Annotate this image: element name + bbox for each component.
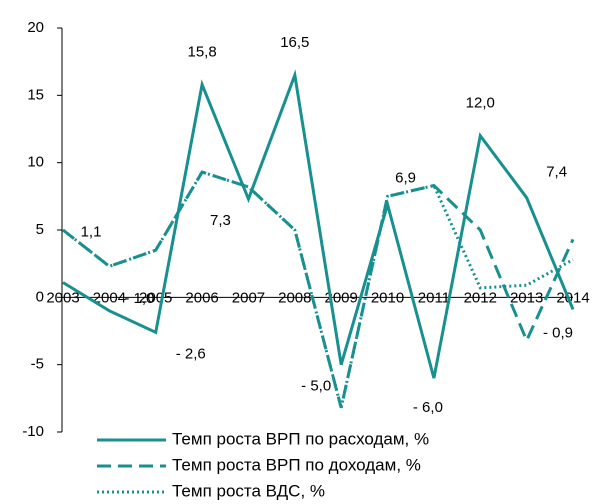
x-tick-label: 2006 (185, 289, 218, 306)
legend-label: Темп роста ВРП по доходам, % (172, 455, 421, 474)
data-label: - 0,9 (543, 324, 573, 341)
data-label: - 5,0 (301, 378, 331, 395)
data-label: 12,0 (466, 95, 495, 112)
data-label: - 6,0 (413, 399, 443, 416)
y-tick-label: -10 (22, 423, 44, 440)
series-line (62, 170, 575, 409)
data-label: 1,1 (81, 223, 102, 240)
x-tick-label: 2009 (324, 289, 357, 306)
x-tick-label: 2007 (232, 289, 265, 306)
y-tick-label: 5 (36, 221, 44, 238)
x-tick-label: 2010 (371, 289, 404, 306)
x-tick-label: 2003 (46, 289, 79, 306)
data-label: 7,3 (210, 212, 231, 229)
x-tick-label: 2011 (418, 289, 450, 306)
x-tick-label: 2014 (556, 289, 589, 306)
y-tick-label: 0 (36, 288, 44, 305)
legend-label: Темп роста ВДС, % (172, 481, 325, 500)
data-label: 15,8 (187, 44, 216, 61)
x-tick-label: 2013 (510, 289, 543, 306)
series-line (62, 69, 575, 379)
data-label: 16,5 (280, 34, 309, 51)
x-tick-label: 2012 (464, 289, 497, 306)
y-tick-label: -5 (31, 356, 44, 373)
data-label: - 2,6 (176, 345, 206, 362)
y-tick-label: 10 (27, 154, 44, 171)
y-tick-label: 15 (27, 86, 44, 103)
legend-label: Темп роста ВРП по расходам, % (172, 429, 429, 448)
data-label: 6,9 (395, 169, 416, 186)
y-tick-label: 20 (27, 19, 44, 36)
data-label: 7,4 (546, 164, 567, 181)
data-label: - 1,0 (124, 290, 154, 307)
x-tick-label: 2004 (93, 289, 126, 306)
x-tick-label: 2008 (278, 289, 311, 306)
